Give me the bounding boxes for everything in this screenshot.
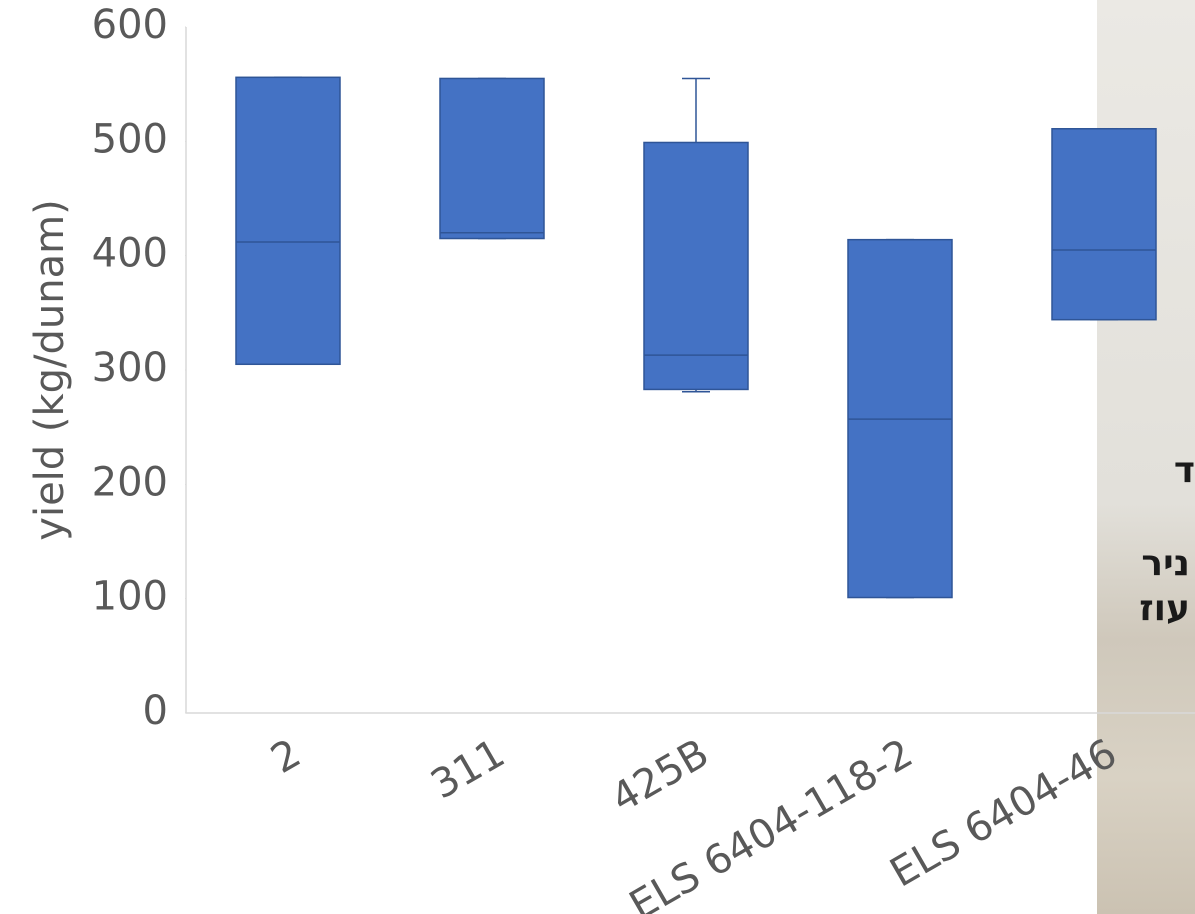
x-tick-label: 311 — [423, 730, 512, 808]
box — [643, 141, 749, 391]
overlay-text: ד — [1174, 450, 1195, 491]
y-tick-label: 400 — [92, 231, 168, 277]
box — [235, 76, 341, 366]
y-tick-label: 300 — [92, 345, 168, 391]
y-tick-label: 100 — [92, 574, 168, 620]
y-tick-label: 500 — [92, 116, 168, 162]
x-tick-label: ELS 6404-46 — [883, 730, 1125, 896]
y-tick-label: 200 — [92, 459, 168, 505]
box — [1051, 128, 1157, 321]
y-tick-label: 0 — [143, 688, 168, 734]
y-tick-label: 600 — [92, 2, 168, 48]
y-axis-label: yield (kg/dunam) — [27, 199, 73, 540]
overlay-text: ניר — [1141, 543, 1190, 584]
box — [439, 77, 545, 240]
x-tick-label: 2 — [263, 730, 308, 783]
overlay-text: עוז — [1139, 588, 1190, 629]
x-tick-label: 425B — [604, 730, 717, 822]
